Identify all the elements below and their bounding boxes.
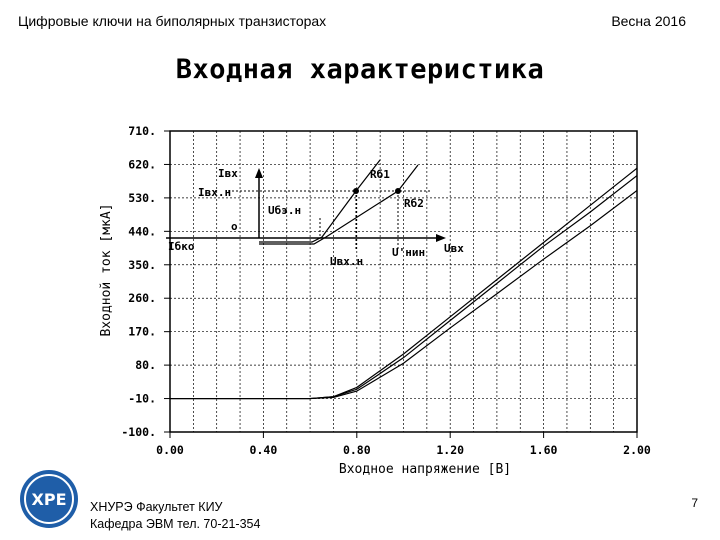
x-tick-label: 1.60	[530, 443, 558, 457]
inset-label-uin: Uвх	[444, 242, 464, 255]
inset-label-zero: о	[231, 220, 238, 233]
inset-label-ube-n: Uбэ.н	[268, 204, 301, 217]
inset-y-arrow	[255, 168, 263, 178]
university-logo: ХРЕ	[20, 470, 78, 528]
x-tick-label: 0.00	[156, 443, 184, 457]
y-tick-label: 80.	[135, 358, 156, 372]
y-tick-label: 440.	[128, 224, 156, 238]
footer: ХНУРЭ Факультет КИУ Кафедра ЭВМ тел. 70-…	[90, 499, 260, 533]
series-line-3	[170, 189, 638, 400]
data-series	[170, 167, 638, 400]
schematic-inset: Iвх Iвх.н Uбэ.н о Iбко Uвх.н U'нин Uвх R…	[166, 159, 464, 268]
plot-frame	[169, 130, 638, 433]
inset-curve-rb1	[259, 159, 381, 243]
y-tick-label: 620.	[128, 157, 156, 171]
footer-faculty: ХНУРЭ Факультет КИУ	[90, 500, 223, 514]
logo-text: ХРЕ	[32, 490, 67, 509]
x-tick-labels: 0.00 0.40 0.80 1.20 1.60 2.00	[156, 432, 651, 457]
y-tick-label: 350.	[128, 258, 156, 272]
y-tick-label: -10.	[128, 392, 156, 406]
y-axis-label: Входной ток [мкА]	[99, 203, 114, 336]
inset-x-arrow	[436, 234, 446, 242]
chart-grid	[170, 131, 637, 432]
course-title: Цифровые ключи на биполярных транзистора…	[18, 13, 327, 29]
y-tick-label: 170.	[128, 325, 156, 339]
x-tick-label: 0.80	[343, 443, 371, 457]
term-label: Весна 2016	[611, 13, 686, 29]
inset-curve-rb2	[259, 164, 419, 245]
y-tick-labels: 710. 620. 530. 440. 350. 260. 170. 80. -10. -100.	[121, 124, 170, 439]
inset-label-umin: U'нин	[392, 246, 425, 259]
y-tick-label: -100.	[121, 425, 156, 439]
inset-point-2	[395, 188, 401, 194]
inset-label-ibko: Iбко	[168, 240, 195, 253]
slide-title: Входная характеристика	[175, 54, 545, 85]
inset-label-rb1: Rб1	[370, 168, 390, 181]
x-tick-label: 2.00	[623, 443, 651, 457]
page-number: 7	[691, 496, 698, 510]
x-tick-label: 1.20	[436, 443, 464, 457]
inset-point-1	[353, 188, 359, 194]
y-tick-label: 710.	[128, 124, 156, 138]
footer-department: Кафедра ЭВМ тел. 70-21-354	[90, 517, 261, 531]
inset-label-iin-n: Iвх.н	[198, 186, 231, 199]
inset-label-iin: Iвх	[218, 167, 238, 180]
inset-label-rb2: Rб2	[404, 197, 424, 210]
y-tick-label: 530.	[128, 191, 156, 205]
x-axis-label: Входное напряжение [В]	[339, 462, 511, 477]
y-tick-label: 260.	[128, 291, 156, 305]
x-tick-label: 0.40	[250, 443, 278, 457]
inset-label-uin-n: Uвх.н	[330, 255, 363, 268]
